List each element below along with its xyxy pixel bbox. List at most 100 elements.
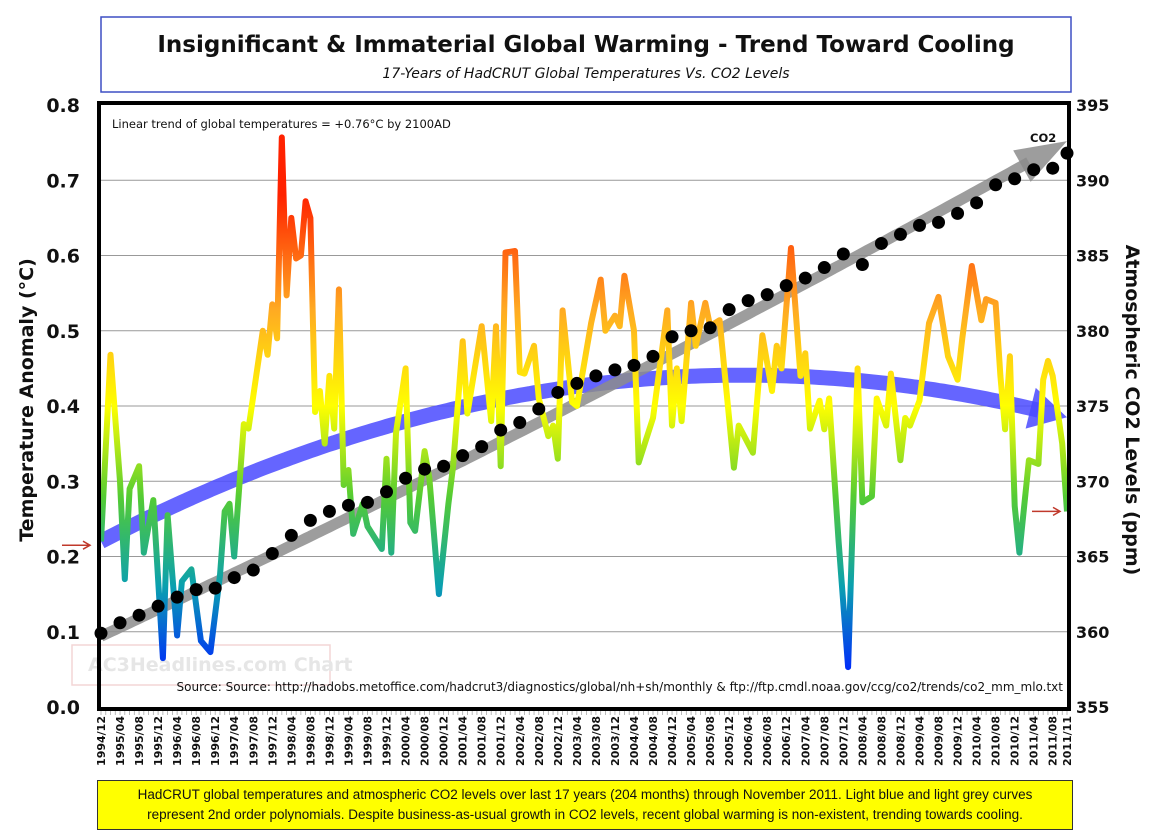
x-tick-label: 1998/12 (323, 716, 336, 766)
co2-dot (893, 227, 907, 241)
title-box (100, 16, 1072, 93)
co2-dot (608, 363, 622, 377)
chart-title: Insignificant & Immaterial Global Warmin… (157, 32, 1014, 58)
y2-tick-label: 360 (1076, 623, 1109, 642)
y2-tick-label: 385 (1076, 247, 1109, 266)
y-tick-label: 0.5 (46, 321, 80, 343)
x-axis-ticks: 1994/12 1995/04 1995/08 1995/12 1996/04 1996/… (95, 711, 1074, 766)
co2-dot (646, 349, 660, 363)
x-tick-label: 2007/08 (818, 716, 831, 766)
y-tick-label: 0.4 (46, 396, 80, 418)
right-axis-ticks: 355 360 365 370 375 380 385 390 395 (1076, 96, 1109, 717)
co2-dot (912, 218, 926, 232)
x-tick-label: 1997/08 (247, 716, 260, 766)
co2-dot (303, 513, 317, 527)
co2-dot (665, 330, 679, 344)
x-tick-label: 2010/12 (1009, 716, 1022, 766)
x-tick-label: 1995/04 (114, 716, 127, 766)
x-tick-label: 2002/08 (533, 716, 546, 766)
x-tick-label: 2000/08 (419, 716, 432, 766)
co2-dot (418, 462, 432, 476)
x-tick-label: 2002/12 (552, 716, 565, 766)
y-tick-label: 0.6 (46, 246, 80, 268)
co2-fit-arrowhead (1013, 141, 1067, 182)
co2-dot (246, 563, 260, 577)
x-tick-label: 2004/04 (628, 716, 641, 766)
x-tick-label: 2005/04 (685, 716, 698, 766)
x-tick-label: 1994/12 (95, 716, 108, 766)
x-tick-label: 1995/08 (133, 716, 146, 766)
x-tick-label: 1997/12 (266, 716, 279, 766)
co2-dot (532, 402, 546, 416)
co2-series (94, 146, 1074, 640)
co2-dot (380, 485, 394, 499)
temperature-series (98, 134, 1070, 671)
x-tick-label: 2000/04 (400, 716, 413, 766)
co2-dot (151, 599, 165, 613)
x-tick-label: 2009/08 (933, 716, 946, 766)
co2-dot (570, 376, 584, 390)
x-tick-label: 2004/12 (666, 716, 679, 766)
x-tick-label: 2006/12 (780, 716, 793, 766)
co2-dot (1008, 172, 1022, 186)
x-tick-label: 1998/04 (285, 716, 298, 766)
co2-dot (475, 440, 489, 454)
co2-dot (551, 385, 565, 399)
source-text: Source: Source: http://hadobs.metoffice.… (177, 680, 1064, 694)
y2-axis-label: Atmospheric CO2 Levels (ppm) (1121, 245, 1143, 576)
co2-dot (989, 178, 1003, 192)
co2-dot (855, 258, 869, 272)
left-axis-ticks: 0.0 0.1 0.2 0.3 0.4 0.5 0.6 0.7 0.8 (46, 95, 80, 719)
red-arrow-head-icon (1052, 506, 1062, 517)
x-tick-label: 1999/04 (342, 716, 355, 766)
watermark: AC3Headlines.com Chart (88, 654, 353, 676)
y-axis-label: Temperature Anomaly (°C) (16, 258, 38, 542)
x-tick-label: 2010/08 (990, 716, 1003, 766)
x-tick-label: 1996/12 (209, 716, 222, 766)
trend-annotation: Linear trend of global temperatures = +0… (112, 117, 451, 131)
co2-dot (779, 279, 793, 293)
markers (62, 506, 1062, 550)
caption-line-1: HadCRUT global temperatures and atmosphe… (137, 787, 1033, 802)
co2-dot (760, 288, 774, 302)
y-tick-label: 0.2 (46, 547, 80, 569)
chart-subtitle: 17-Years of HadCRUT Global Temperatures … (382, 66, 789, 82)
temperature-line (98, 134, 1070, 671)
x-tick-label: 2001/08 (476, 716, 489, 766)
co2-dot (798, 271, 812, 285)
y-tick-label: 0.8 (46, 95, 80, 117)
co2-dot (513, 416, 527, 430)
x-tick-label: 2005/08 (704, 716, 717, 766)
co2-dot (684, 324, 698, 338)
x-tick-label: 1999/12 (381, 716, 394, 766)
co2-dot (189, 583, 203, 597)
x-tick-label: 2011/11 (1061, 716, 1074, 766)
co2-dot (265, 546, 279, 560)
x-tick-label: 2008/12 (894, 716, 907, 766)
y2-tick-label: 365 (1076, 548, 1109, 567)
x-tick-label: 1996/08 (190, 716, 203, 766)
y2-tick-label: 380 (1076, 322, 1109, 341)
co2-dot (1046, 161, 1060, 175)
x-tick-label: 1996/04 (171, 716, 184, 766)
co2-dot (399, 471, 413, 485)
y-tick-label: 0.1 (46, 622, 80, 644)
x-tick-label: 1999/08 (361, 716, 374, 766)
red-arrow-head-icon (82, 540, 92, 550)
y-tick-label: 0.3 (46, 471, 80, 493)
co2-dot (627, 358, 641, 372)
x-tick-label: 2003/12 (609, 716, 622, 766)
x-tick-label: 2007/12 (837, 716, 850, 766)
co2-dot (951, 206, 965, 220)
x-tick-label: 1998/08 (304, 716, 317, 766)
co2-dot (817, 261, 831, 275)
co2-dot (722, 303, 736, 317)
co2-label: CO2 (1030, 131, 1056, 145)
x-tick-label: 2006/04 (742, 716, 755, 766)
x-tick-label: 2001/04 (457, 716, 470, 766)
y2-tick-label: 370 (1076, 472, 1109, 491)
co2-dot (456, 449, 470, 463)
co2-dot (170, 590, 184, 604)
x-tick-label: 2002/04 (514, 716, 527, 766)
y2-tick-label: 395 (1076, 96, 1109, 115)
